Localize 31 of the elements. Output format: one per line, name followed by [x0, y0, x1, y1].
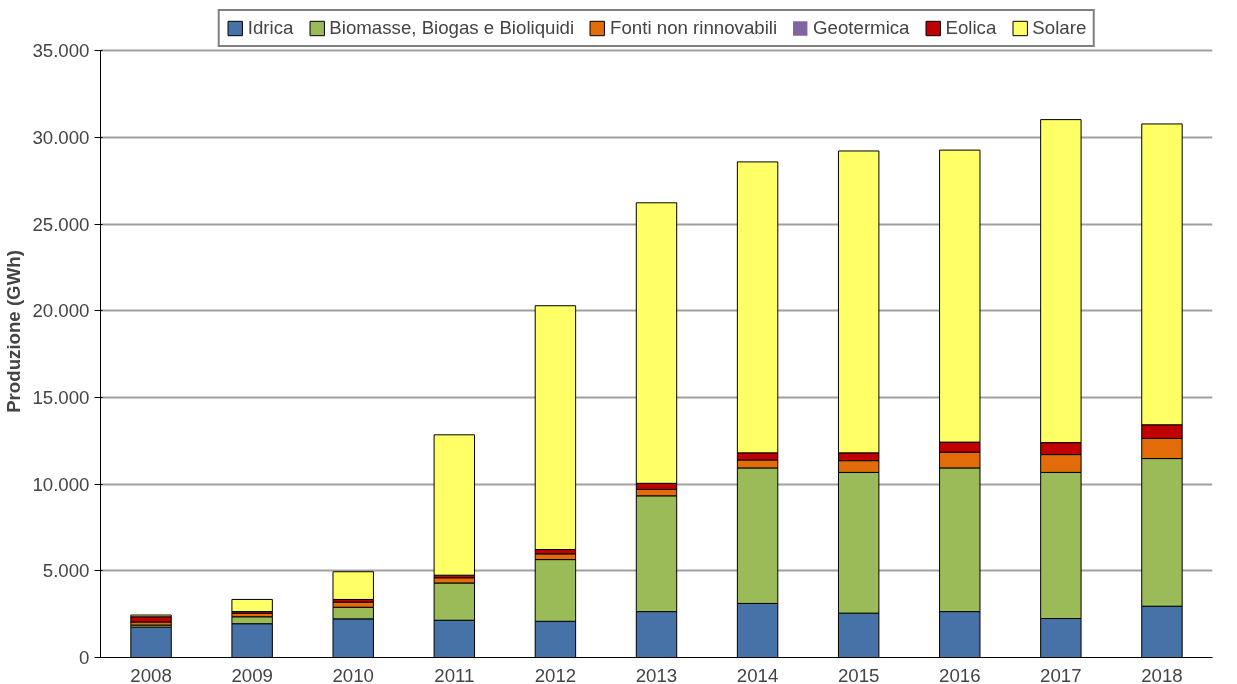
- legend-label: Solare: [1032, 17, 1087, 39]
- y-tick-label: 5.000: [42, 560, 90, 582]
- legend-label: Eolica: [945, 17, 997, 39]
- y-tick-label: 35.000: [32, 40, 90, 62]
- legend-label: Geotermica: [813, 17, 910, 39]
- y-tick-label: 20.000: [32, 300, 90, 322]
- x-tick-label: 2018: [1141, 664, 1183, 684]
- x-tick-label: 2008: [130, 664, 172, 684]
- x-tick-label: 2013: [635, 664, 678, 684]
- y-tick-label: 15.000: [32, 387, 90, 409]
- bar: [231, 598, 273, 613]
- x-tick-label: 2012: [534, 664, 577, 684]
- x-tick-label: 2015: [837, 664, 880, 684]
- x-tick-label: 2017: [1040, 664, 1082, 684]
- legend-label: Fonti non rinnovabili: [610, 17, 778, 39]
- x-tick-label: 2011: [434, 664, 475, 684]
- legend-label: Idrica: [247, 17, 294, 39]
- x-tick-label: 2010: [332, 664, 374, 684]
- y-tick-label: 10.000: [32, 473, 90, 495]
- y-tick-label: 25.000: [32, 213, 90, 235]
- y-tick-label: 30.000: [32, 127, 90, 149]
- y-axis-title: Produzione (GWh): [3, 250, 25, 413]
- bar: [433, 434, 476, 576]
- bar: [130, 616, 172, 623]
- y-tick-label: 0: [79, 647, 90, 668]
- x-tick-label: 2009: [231, 664, 273, 684]
- bar: [332, 571, 374, 600]
- legend-label: Biomasse, Biogas e Bioliquidi: [329, 17, 575, 39]
- bar: [534, 305, 577, 551]
- x-tick-label: 2016: [939, 664, 981, 684]
- x-tick-label: 2014: [736, 664, 779, 684]
